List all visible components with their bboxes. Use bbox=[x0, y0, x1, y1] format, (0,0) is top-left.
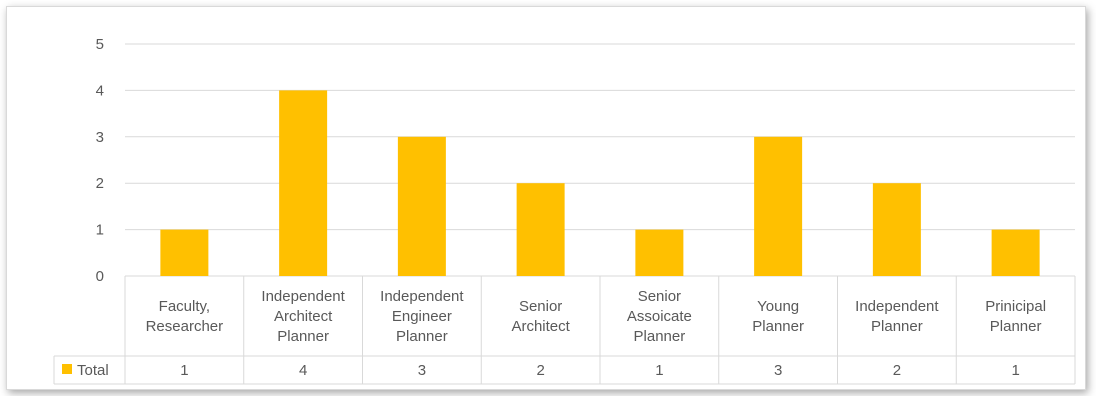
bar bbox=[754, 136, 803, 276]
table-value: 4 bbox=[299, 362, 307, 379]
y-tick-label: 3 bbox=[96, 129, 104, 146]
data-table: Faculty, Researcher Independent Architect Pl… bbox=[53, 276, 1076, 385]
y-axis-ticks: 0 1 2 3 4 5 bbox=[96, 36, 104, 285]
y-tick-label: 4 bbox=[96, 82, 104, 99]
bar bbox=[872, 183, 921, 276]
y-tick-label: 0 bbox=[96, 268, 104, 285]
series-name: Total bbox=[77, 362, 109, 379]
bar bbox=[516, 183, 565, 276]
gridlines bbox=[125, 43, 1075, 277]
category-label: Independent Architect Planner bbox=[261, 288, 345, 345]
y-tick-label: 5 bbox=[96, 36, 104, 53]
bar bbox=[635, 229, 684, 276]
category-label: Prinicipal Planner bbox=[985, 298, 1046, 335]
bar bbox=[991, 229, 1040, 276]
bar bbox=[279, 90, 328, 277]
y-tick-label: 1 bbox=[96, 222, 104, 239]
table-value: 1 bbox=[1011, 362, 1019, 379]
legend-swatch bbox=[62, 364, 72, 374]
table-value: 2 bbox=[536, 362, 544, 379]
category-label: Young Planner bbox=[752, 298, 804, 335]
category-label: Independent Engineer Planner bbox=[380, 288, 464, 345]
table-value: 3 bbox=[418, 362, 426, 379]
bar bbox=[397, 136, 446, 276]
bar bbox=[160, 229, 209, 276]
category-label: Independent Planner bbox=[855, 298, 939, 335]
bars bbox=[160, 90, 1040, 277]
category-label: Senior Architect bbox=[511, 298, 570, 335]
category-label: Faculty, Researcher bbox=[146, 298, 224, 335]
table-value: 3 bbox=[774, 362, 782, 379]
table-value: 2 bbox=[893, 362, 901, 379]
table-value: 1 bbox=[180, 362, 188, 379]
y-tick-label: 2 bbox=[96, 175, 104, 192]
table-value: 1 bbox=[655, 362, 663, 379]
category-label: Senior Assoicate Planner bbox=[627, 288, 692, 345]
